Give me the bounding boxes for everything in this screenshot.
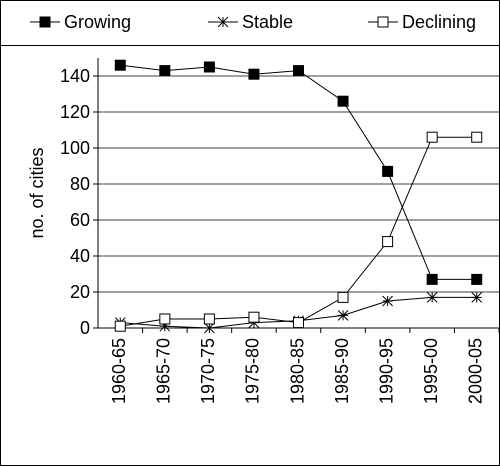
x-tick-label: 1990-95: [376, 338, 396, 404]
y-tick-label: 60: [70, 210, 90, 230]
y-tick-label: 20: [70, 282, 90, 302]
x-tick-label: 1980-85: [287, 338, 307, 404]
y-tick-label: 80: [70, 174, 90, 194]
legend-label: Growing: [64, 12, 131, 32]
point: [248, 68, 260, 80]
y-tick-label: 140: [60, 66, 90, 86]
point: [382, 295, 393, 307]
legend-marker: [377, 16, 389, 28]
legend-marker: [39, 16, 51, 28]
x-tick-label: 1960-65: [109, 338, 129, 404]
x-tick-label: 1975-80: [243, 338, 263, 404]
point: [337, 310, 349, 321]
x-tick-label: 1985-90: [332, 338, 352, 404]
point: [426, 273, 438, 285]
legend-marker: [217, 16, 229, 28]
x-tick-label: 2000-05: [465, 338, 485, 404]
point: [382, 236, 394, 248]
point: [426, 292, 438, 303]
point: [248, 311, 260, 323]
point: [337, 291, 349, 303]
point: [471, 273, 483, 285]
y-tick-label: 120: [60, 102, 90, 122]
point: [114, 320, 126, 332]
point: [203, 313, 215, 325]
point: [426, 131, 438, 143]
point: [293, 65, 304, 77]
x-tick-label: 1965-70: [154, 338, 174, 404]
y-tick-label: 40: [70, 246, 90, 266]
point: [114, 59, 126, 71]
point: [471, 131, 483, 143]
point: [203, 61, 215, 73]
x-tick-label: 1995-00: [421, 338, 441, 404]
point: [337, 95, 349, 107]
legend-label: Stable: [242, 12, 293, 32]
legend-label: Declining: [402, 12, 476, 32]
point: [471, 292, 483, 303]
y-tick-label: 100: [60, 138, 90, 158]
y-axis-label: no. of cities: [27, 147, 47, 238]
point: [159, 65, 171, 77]
point: [159, 313, 171, 325]
series-line: [120, 64, 477, 280]
point: [382, 165, 394, 177]
x-tick-label: 1970-75: [198, 338, 218, 404]
point: [293, 317, 304, 329]
point: [204, 322, 215, 334]
y-tick-label: 0: [80, 318, 90, 338]
